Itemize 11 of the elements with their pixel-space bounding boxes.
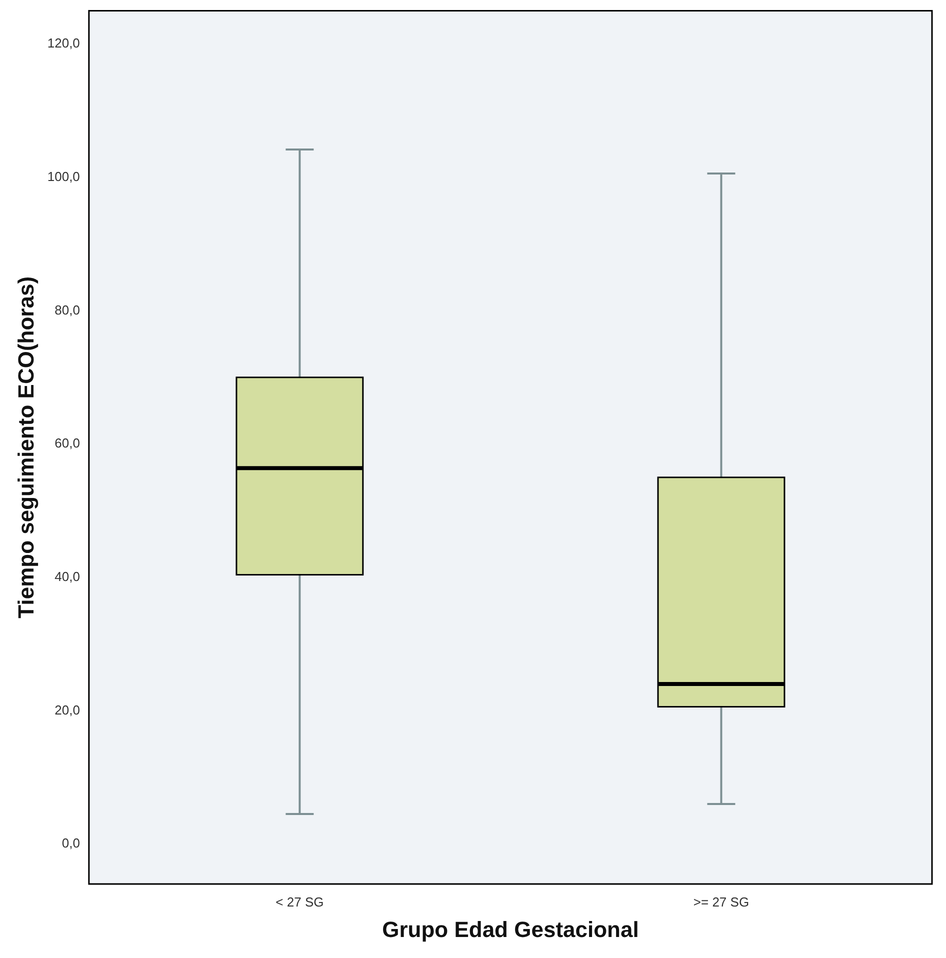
y-tick-label: 120,0 [47, 36, 80, 51]
y-axis-title: Tiempo seguimiento ECO(horas) [13, 276, 38, 618]
y-tick-label: 40,0 [54, 568, 80, 584]
y-tick-label: 80,0 [54, 302, 80, 318]
y-tick-label: 20,0 [54, 702, 80, 718]
y-tick-label: 60,0 [54, 436, 80, 451]
x-axis-title: Grupo Edad Gestacional [382, 916, 639, 942]
x-tick-label: >= 27 SG [693, 894, 750, 910]
y-tick-label: 0,0 [62, 836, 80, 851]
x-tick-label: < 27 SG [276, 894, 324, 910]
y-tick-label: 100,0 [47, 169, 80, 184]
